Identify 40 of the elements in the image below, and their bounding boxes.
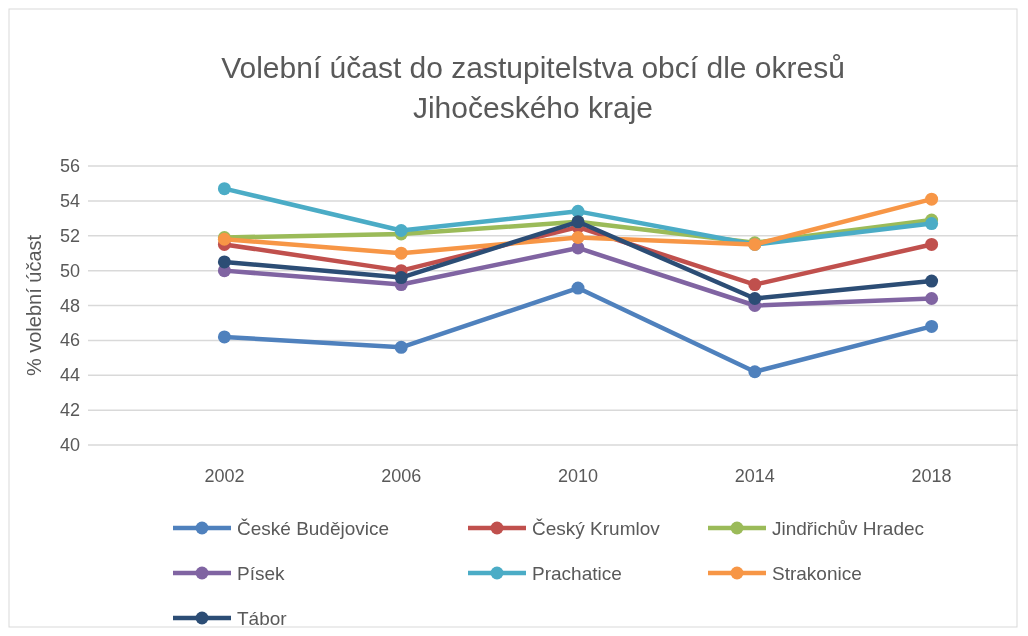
- legend-label: Tábor: [237, 608, 288, 629]
- y-axis-title: % volební účast: [23, 234, 45, 377]
- y-tick-label: 48: [59, 295, 80, 316]
- legend-label: Jindřichův Hradec: [772, 518, 925, 539]
- point: [571, 281, 585, 295]
- y-tick-label: 44: [59, 365, 80, 386]
- point: [925, 192, 939, 206]
- point: [925, 274, 939, 288]
- point: [394, 340, 408, 354]
- point: [925, 319, 939, 333]
- point: [571, 230, 585, 244]
- x-tick-label: 2002: [204, 466, 245, 486]
- point: [217, 330, 231, 344]
- legend-label: Strakonice: [772, 563, 862, 584]
- y-tick-label: 46: [59, 330, 80, 351]
- x-tick-label: 2006: [381, 466, 422, 486]
- y-tick-label: 52: [59, 225, 80, 246]
- legend-label: České Budějovice: [237, 518, 390, 539]
- point: [925, 217, 939, 231]
- legend-label: Prachatice: [532, 563, 622, 584]
- y-tick-label: 42: [59, 400, 80, 421]
- x-tick-label: 2014: [734, 466, 775, 486]
- y-tick-label: 40: [59, 435, 80, 455]
- chart-title: Volební účast do zastupitelstva obcí dle okresů Jihočeského kraje: [221, 51, 845, 124]
- point: [748, 365, 762, 379]
- point: [748, 278, 762, 292]
- point: [394, 271, 408, 285]
- x-tick-label: 2010: [557, 466, 599, 486]
- legend-label: Písek: [237, 563, 286, 584]
- legend-label: Český Krumlov: [532, 518, 661, 539]
- y-tick-label: 56: [59, 156, 80, 176]
- x-tick-label: 2018: [911, 466, 952, 486]
- y-tick-label: 54: [59, 190, 80, 211]
- y-tick-label: 50: [59, 260, 80, 281]
- point: [394, 246, 408, 260]
- point: [925, 237, 939, 251]
- point: [925, 292, 939, 306]
- point: [217, 182, 231, 196]
- point: [217, 255, 231, 269]
- point: [748, 292, 762, 306]
